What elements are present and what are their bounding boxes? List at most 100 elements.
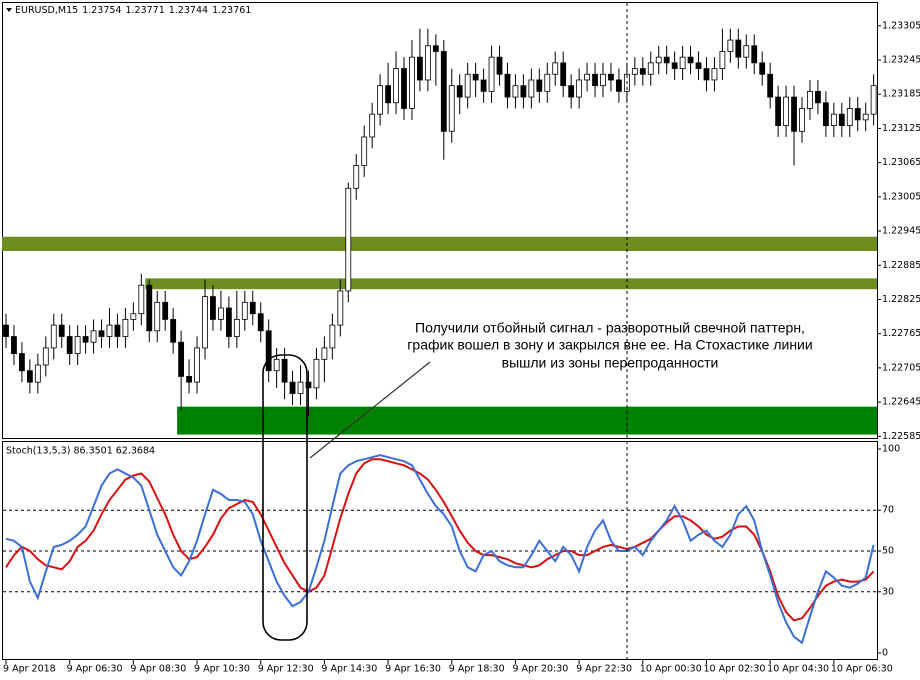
candle-body	[122, 319, 129, 337]
y-tick-label: 1.23245	[882, 55, 920, 66]
y-tick-label: 1.23065	[882, 157, 920, 168]
candle-body	[337, 290, 344, 326]
candle-body	[170, 319, 177, 343]
candle-body	[647, 62, 654, 75]
candle-body	[846, 108, 853, 126]
candle-body	[822, 102, 829, 126]
menu-triangle	[6, 8, 12, 12]
candle-body	[807, 90, 813, 109]
y-tick-label: 1.22645	[882, 397, 920, 408]
candle-body	[82, 336, 89, 343]
y-tick-label: 1.23305	[882, 20, 920, 31]
candle-body	[759, 62, 766, 75]
candle-body	[568, 85, 575, 98]
candle-body	[273, 358, 280, 372]
header-low: 1.23744	[169, 5, 208, 16]
candle-body	[791, 96, 797, 132]
candle-body	[592, 73, 598, 87]
y-tick-label: 1.23185	[882, 89, 920, 100]
y-tick-label: 1.22825	[882, 294, 920, 305]
candle-body	[655, 56, 662, 64]
candle-body	[496, 56, 503, 75]
y-tick-label: 1.22705	[882, 362, 920, 373]
candle-body	[194, 347, 200, 383]
candle-body	[616, 79, 622, 92]
candle-body	[552, 62, 559, 75]
candles	[3, 28, 877, 417]
candle-body	[775, 96, 782, 126]
candle-body	[186, 376, 192, 383]
candle-body	[281, 358, 288, 383]
candle-body	[305, 381, 312, 389]
candle-body	[671, 62, 678, 69]
candle-body	[432, 45, 439, 52]
y-tick-label: 0	[882, 648, 888, 659]
candle-body	[409, 56, 415, 109]
highlight-frame	[262, 354, 308, 641]
y-tick-label: 1.22945	[882, 226, 920, 237]
candle-body	[138, 284, 145, 315]
stoch-line	[5, 454, 875, 645]
candle-body	[735, 39, 742, 58]
y-tick-label: 1.23005	[882, 191, 920, 202]
stoch	[3, 454, 877, 645]
candle-body	[353, 165, 360, 189]
candle-body	[74, 336, 81, 355]
candle-body	[862, 113, 869, 121]
candle-body	[584, 73, 590, 81]
candle-body	[424, 45, 431, 81]
candle-body	[528, 79, 535, 98]
candle-body	[576, 79, 583, 98]
candle-body	[608, 73, 614, 81]
candle-body	[711, 68, 718, 81]
candle-body	[66, 336, 73, 355]
candle-body	[210, 296, 216, 320]
candle-body	[799, 108, 805, 132]
candle-body	[401, 68, 407, 109]
x-tick-label: 9 Apr 2018	[3, 664, 56, 675]
candle-body	[345, 187, 352, 292]
candle-body	[854, 108, 861, 121]
candle-body	[512, 85, 519, 98]
zone	[145, 278, 877, 290]
candle-body	[639, 68, 646, 75]
x-tick-label: 9 Apr 08:30	[130, 664, 186, 675]
candle-body	[218, 307, 224, 320]
stoch-line	[5, 458, 875, 622]
candle-body	[26, 370, 33, 383]
y-tick-label: 70	[882, 505, 894, 516]
axes: 1.23305 1.23245 1.23185 1.23125 1.23065 1.230…	[3, 20, 920, 674]
candle-body	[321, 347, 328, 360]
annotation: Получили отбойный сигнал - разворотный с…	[415, 320, 805, 336]
candle-body	[369, 113, 376, 138]
candle-body	[154, 301, 161, 332]
candle-body	[377, 85, 384, 115]
candle-body	[3, 324, 9, 337]
candle-body	[90, 330, 97, 343]
x-tick-label: 9 Apr 22:30	[576, 664, 632, 675]
y-tick-label: 100	[882, 444, 900, 455]
candle-body	[830, 113, 837, 126]
candle-body	[544, 73, 551, 92]
candle-body	[472, 73, 479, 81]
y-tick-label: 50	[882, 546, 894, 557]
candle-body	[297, 381, 304, 394]
candle-body	[257, 313, 264, 332]
candle-body	[34, 364, 41, 383]
candle-body	[241, 301, 248, 320]
x-tick-label: 9 Apr 16:30	[385, 664, 441, 675]
candle-body	[106, 324, 113, 337]
candle-body	[440, 51, 447, 132]
candle-body	[178, 341, 185, 377]
candle-body	[815, 90, 821, 104]
candle-body	[456, 85, 463, 98]
candle-body	[679, 56, 686, 69]
annotation: график вошел в зону и закрылся вне ее. Н…	[407, 337, 812, 353]
candle-body	[520, 85, 527, 98]
candle-body	[695, 62, 702, 69]
candle-body	[162, 301, 169, 320]
candle-body	[98, 330, 105, 337]
candle-body	[751, 45, 758, 64]
candle-body	[393, 68, 399, 104]
